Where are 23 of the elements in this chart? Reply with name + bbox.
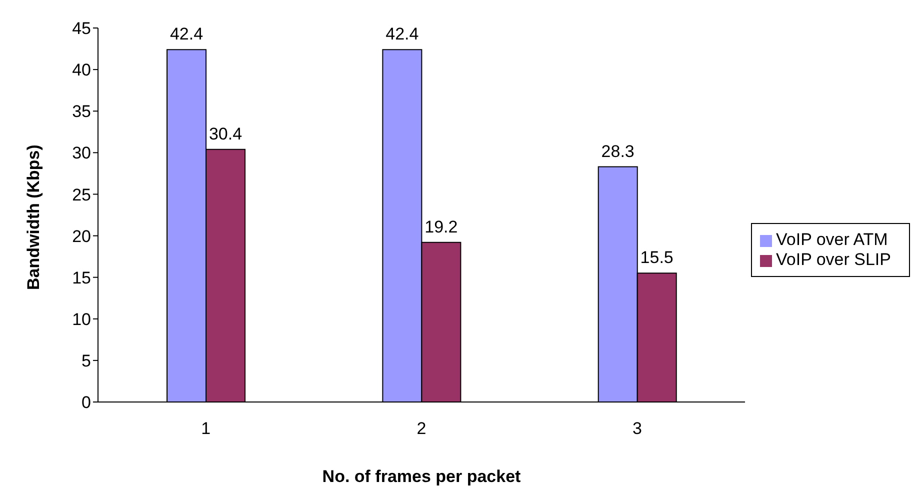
y-tick-label: 30 — [72, 144, 91, 163]
y-tick-label: 20 — [72, 226, 91, 246]
data-label: 15.5 — [640, 248, 674, 268]
legend-label: VoIP over SLIP — [776, 250, 891, 269]
x-tick-label: 1 — [201, 419, 211, 438]
y-tick-label: 15 — [72, 268, 91, 288]
y-tick-label: 0 — [82, 393, 91, 412]
data-label: 28.3 — [601, 142, 634, 161]
y-tick-label: 45 — [72, 19, 91, 38]
y-tick-label: 25 — [72, 185, 91, 204]
y-axis-title: Bandwidth (Kbps) — [24, 144, 44, 290]
x-axis-title: No. of frames per packet — [322, 467, 522, 486]
x-tick-label: 3 — [632, 419, 642, 438]
data-label: 42.4 — [386, 24, 419, 44]
y-tick-label: 10 — [72, 310, 91, 329]
y-tick-label: 40 — [72, 60, 91, 80]
x-tick-label: 2 — [416, 419, 426, 438]
data-label: 19.2 — [424, 217, 458, 236]
data-label: 30.4 — [208, 124, 242, 144]
data-label: 42.4 — [170, 24, 204, 44]
legend-label: VoIP over ATM — [776, 230, 888, 249]
y-tick-label: 35 — [72, 102, 91, 122]
y-tick-label: 5 — [82, 351, 91, 370]
